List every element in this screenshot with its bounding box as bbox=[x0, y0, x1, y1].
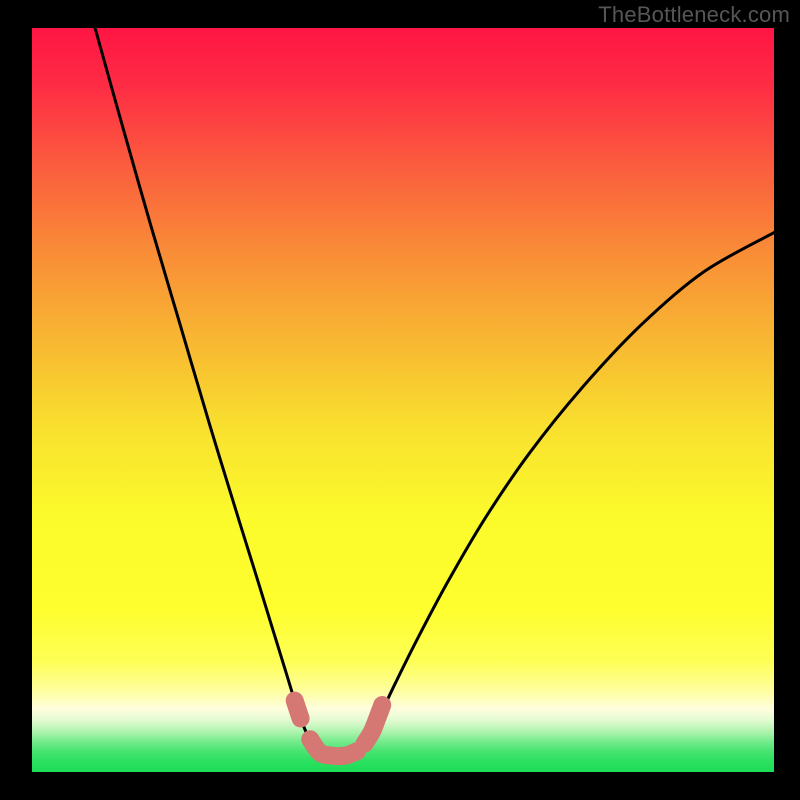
highlight-cap bbox=[287, 693, 303, 709]
chart-stage: TheBottleneck.com bbox=[0, 0, 800, 800]
highlight-cap bbox=[302, 731, 318, 747]
highlight-cap bbox=[293, 710, 309, 726]
highlight-cap bbox=[374, 697, 390, 713]
plot-background bbox=[32, 28, 774, 772]
highlight-cap bbox=[356, 736, 372, 752]
bottleneck-chart bbox=[0, 0, 800, 800]
watermark-text: TheBottleneck.com bbox=[598, 2, 790, 28]
